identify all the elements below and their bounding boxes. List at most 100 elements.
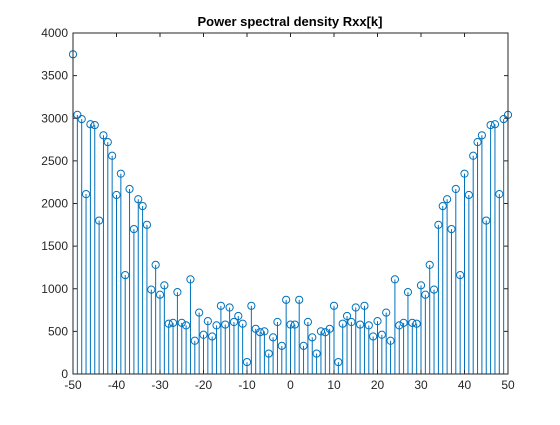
stem-point (216, 301, 225, 374)
stem-point (151, 260, 160, 374)
stem-marker (425, 260, 434, 269)
stem-point (373, 317, 382, 374)
stem-marker (73, 110, 82, 119)
stem-marker (360, 301, 369, 310)
stem-marker (260, 327, 269, 336)
stem-point (81, 190, 91, 374)
stem-marker (312, 349, 321, 358)
stem-point (177, 318, 186, 374)
stem-point (203, 317, 212, 374)
stem-marker (160, 281, 169, 290)
stem-marker (390, 275, 399, 284)
stem-point (182, 321, 191, 374)
x-tick-label: -30 (151, 378, 169, 392)
stem-point (425, 260, 434, 374)
stem-point (421, 290, 430, 374)
stem-point (290, 320, 299, 374)
stem-marker (255, 328, 265, 337)
y-tick-label: 4000 (41, 26, 68, 40)
stem-marker (342, 311, 352, 321)
stem-point (403, 288, 413, 374)
stem-marker (347, 317, 356, 327)
stem-marker (199, 330, 208, 339)
stem-marker (269, 333, 278, 342)
stem-point (360, 301, 369, 374)
stem-point (382, 308, 391, 374)
stem-point (190, 336, 199, 374)
stem-marker (351, 303, 360, 312)
stem-point (95, 216, 104, 374)
stem-point (386, 336, 395, 374)
stem-marker (212, 321, 221, 330)
stem-point (412, 319, 421, 374)
y-tick-label: 3000 (41, 111, 68, 125)
stem-point (264, 349, 273, 374)
stem-point (134, 195, 143, 374)
x-tick-label: -10 (238, 378, 256, 392)
stem-point (482, 216, 491, 374)
stem-point (208, 332, 217, 374)
stem-point (390, 275, 399, 374)
stem-point (147, 285, 156, 374)
stem-point (138, 201, 147, 374)
stem-marker (177, 318, 186, 327)
stem-point (473, 138, 482, 374)
stem-point (229, 317, 239, 374)
y-tick-label: 1500 (41, 239, 68, 253)
stem-point (434, 220, 443, 374)
stem-point (234, 311, 243, 374)
x-tick-label: 20 (371, 378, 385, 392)
stem-point (255, 328, 265, 374)
x-tick-label: 40 (458, 378, 472, 392)
stem-marker (382, 308, 391, 317)
stem-marker (229, 317, 239, 327)
stem-marker (225, 303, 234, 312)
stem-point (103, 138, 112, 374)
stem-marker (460, 169, 469, 178)
stem-marker (173, 288, 182, 297)
stem-point (125, 184, 134, 374)
stem-point (195, 308, 204, 374)
stem-marker (299, 341, 308, 350)
stem-point (499, 115, 508, 374)
stem-marker (86, 120, 95, 129)
stem-marker (247, 301, 256, 310)
stem-marker (182, 321, 191, 330)
stem-marker (499, 115, 508, 124)
stem-marker (443, 195, 452, 204)
x-tick-label: -40 (108, 378, 126, 392)
stem-point (377, 330, 386, 374)
stem-marker (303, 317, 312, 327)
stem-marker (290, 320, 299, 329)
x-tick-label: 30 (414, 378, 428, 392)
stem-point (321, 328, 330, 374)
stem-marker (447, 224, 456, 234)
stem-marker (408, 318, 417, 327)
stem-point (408, 318, 417, 374)
stem-point (338, 319, 347, 374)
stem-point (316, 327, 326, 374)
stem-point (308, 333, 317, 374)
stem-point (464, 190, 473, 374)
stem-point (160, 281, 169, 374)
stem-marker (221, 320, 230, 329)
stem-point (116, 169, 125, 374)
stem-marker (116, 169, 125, 178)
stem-marker (334, 357, 343, 367)
stem-point (456, 271, 465, 374)
stem-marker (316, 327, 326, 336)
stem-marker (438, 201, 447, 211)
stem-point (173, 288, 182, 374)
stem-point (490, 120, 500, 374)
x-tick-label: -50 (64, 378, 82, 392)
stem-marker (134, 195, 143, 204)
stem-marker (121, 271, 130, 280)
stem-marker (242, 357, 252, 367)
stem-marker (90, 120, 99, 130)
stem-marker (377, 330, 386, 339)
stem-marker (195, 308, 204, 317)
stem-marker (308, 333, 317, 342)
stem-marker (264, 349, 273, 358)
stem-point (238, 319, 247, 374)
